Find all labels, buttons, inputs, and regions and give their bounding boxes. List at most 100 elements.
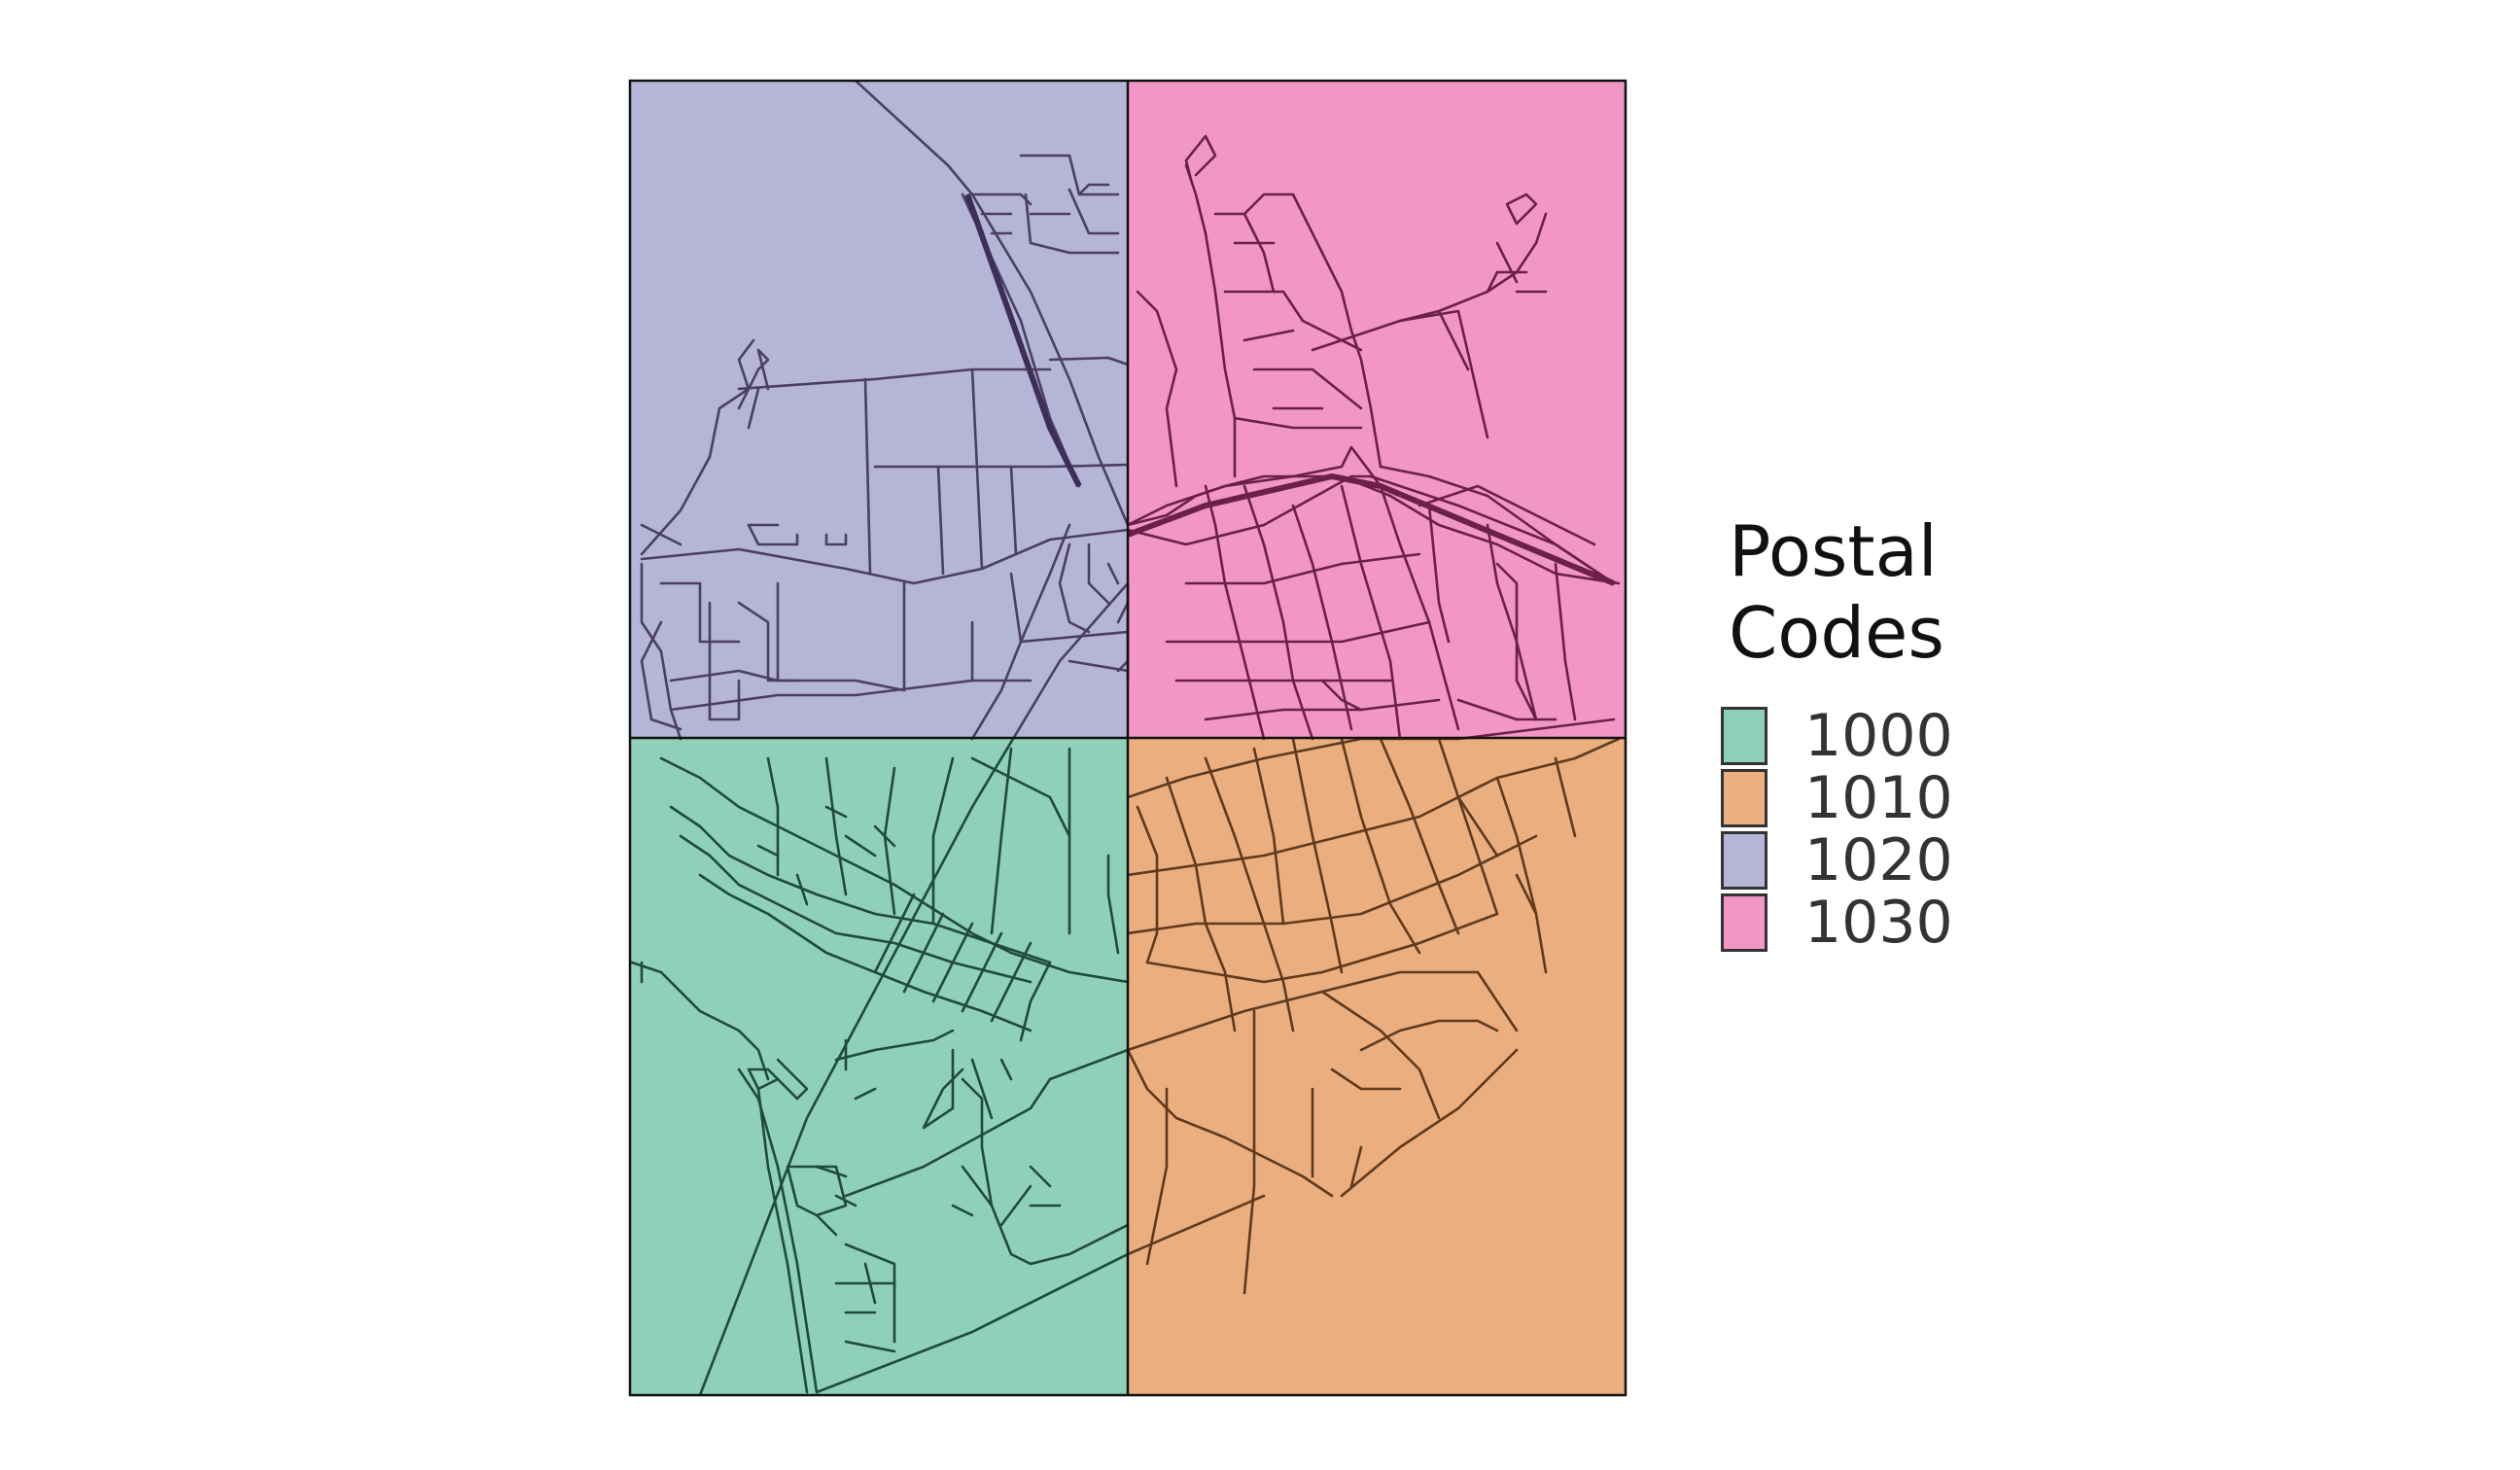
road [1068,188,1120,235]
road [999,1184,1032,1227]
road [1128,738,1621,877]
legend-item: 1010 [1721,767,2012,829]
road [902,912,945,994]
road [1379,738,1460,935]
road [990,747,1013,935]
road [990,941,1032,1023]
road [1252,368,1363,410]
road [1437,309,1470,371]
road [824,805,848,819]
road [1427,504,1451,644]
road [786,1165,848,1217]
road [1418,484,1596,546]
road [1048,356,1128,367]
road [698,738,1016,1395]
road [1359,718,1616,738]
road [922,1048,964,1130]
road [854,1087,877,1101]
legend-title: Postal Codes [1729,510,2012,674]
road [1136,805,1159,964]
road [863,1262,877,1305]
road [737,1068,819,1394]
road [1242,329,1295,342]
road [961,1165,994,1208]
legend-title-line1: Postal [1729,510,1938,592]
road [844,1340,896,1353]
road [1024,192,1071,255]
road [1349,1145,1363,1188]
roads-1030 [1128,134,1621,738]
road [1077,183,1110,196]
road [1398,309,1489,439]
road [834,1029,955,1062]
road [1106,562,1120,585]
road [980,1087,994,1120]
road [1145,1087,1169,1266]
legend-label: 1000 [1804,702,1953,770]
road [873,892,916,974]
road [1340,1048,1519,1198]
road [1330,1068,1402,1091]
legend-swatch [1721,831,1768,890]
road [795,873,809,906]
road [961,1077,1013,1256]
road [815,1213,838,1237]
road [961,931,1003,1013]
road [970,192,1032,206]
road [1340,484,1402,738]
road [1116,601,1128,624]
road [970,756,1071,838]
road [669,679,974,712]
road [747,523,799,546]
road [737,348,770,410]
road [999,1058,1013,1081]
road [1223,290,1363,352]
road [936,465,945,576]
road [756,1087,809,1394]
road [1495,562,1538,721]
legend: Postal Codes 1000 1010 1020 1030 [1721,510,2012,954]
road [1145,912,1499,984]
road [873,463,1128,469]
legend-label: 1020 [1804,826,1953,894]
road [1515,873,1538,916]
roads-1010 [1128,738,1621,1295]
road [1320,679,1363,712]
road [776,1058,809,1101]
road [1340,738,1421,955]
zone-1010 [1128,738,1626,1395]
legend-item: 1000 [1721,705,2012,767]
road [873,824,896,848]
road [1213,212,1276,294]
road [1204,698,1441,721]
road [698,873,1032,1032]
road [1320,990,1441,1120]
road [844,1048,1128,1198]
road [630,961,770,1081]
road [1554,562,1577,721]
road [640,528,1128,585]
roads-1000 [630,738,1128,1395]
road [1019,523,1071,644]
road [1252,747,1285,926]
railway-east [1126,472,1616,586]
road [1019,961,1052,1042]
road [1291,738,1344,974]
legend-swatch [1721,707,1768,765]
road [1233,416,1363,430]
road [1291,504,1353,731]
road [659,756,1128,984]
road [1128,1048,1334,1198]
road [1029,1165,1052,1188]
road [863,377,872,576]
road [1242,1009,1256,1295]
road [1184,552,1421,585]
road [1242,192,1295,216]
road [640,523,682,546]
road [1009,465,1018,556]
road [824,533,848,546]
legend-item: 1020 [1721,829,2012,892]
legend-title-line2: Codes [1729,592,1944,674]
road [931,756,955,926]
road [1128,1194,1266,1256]
